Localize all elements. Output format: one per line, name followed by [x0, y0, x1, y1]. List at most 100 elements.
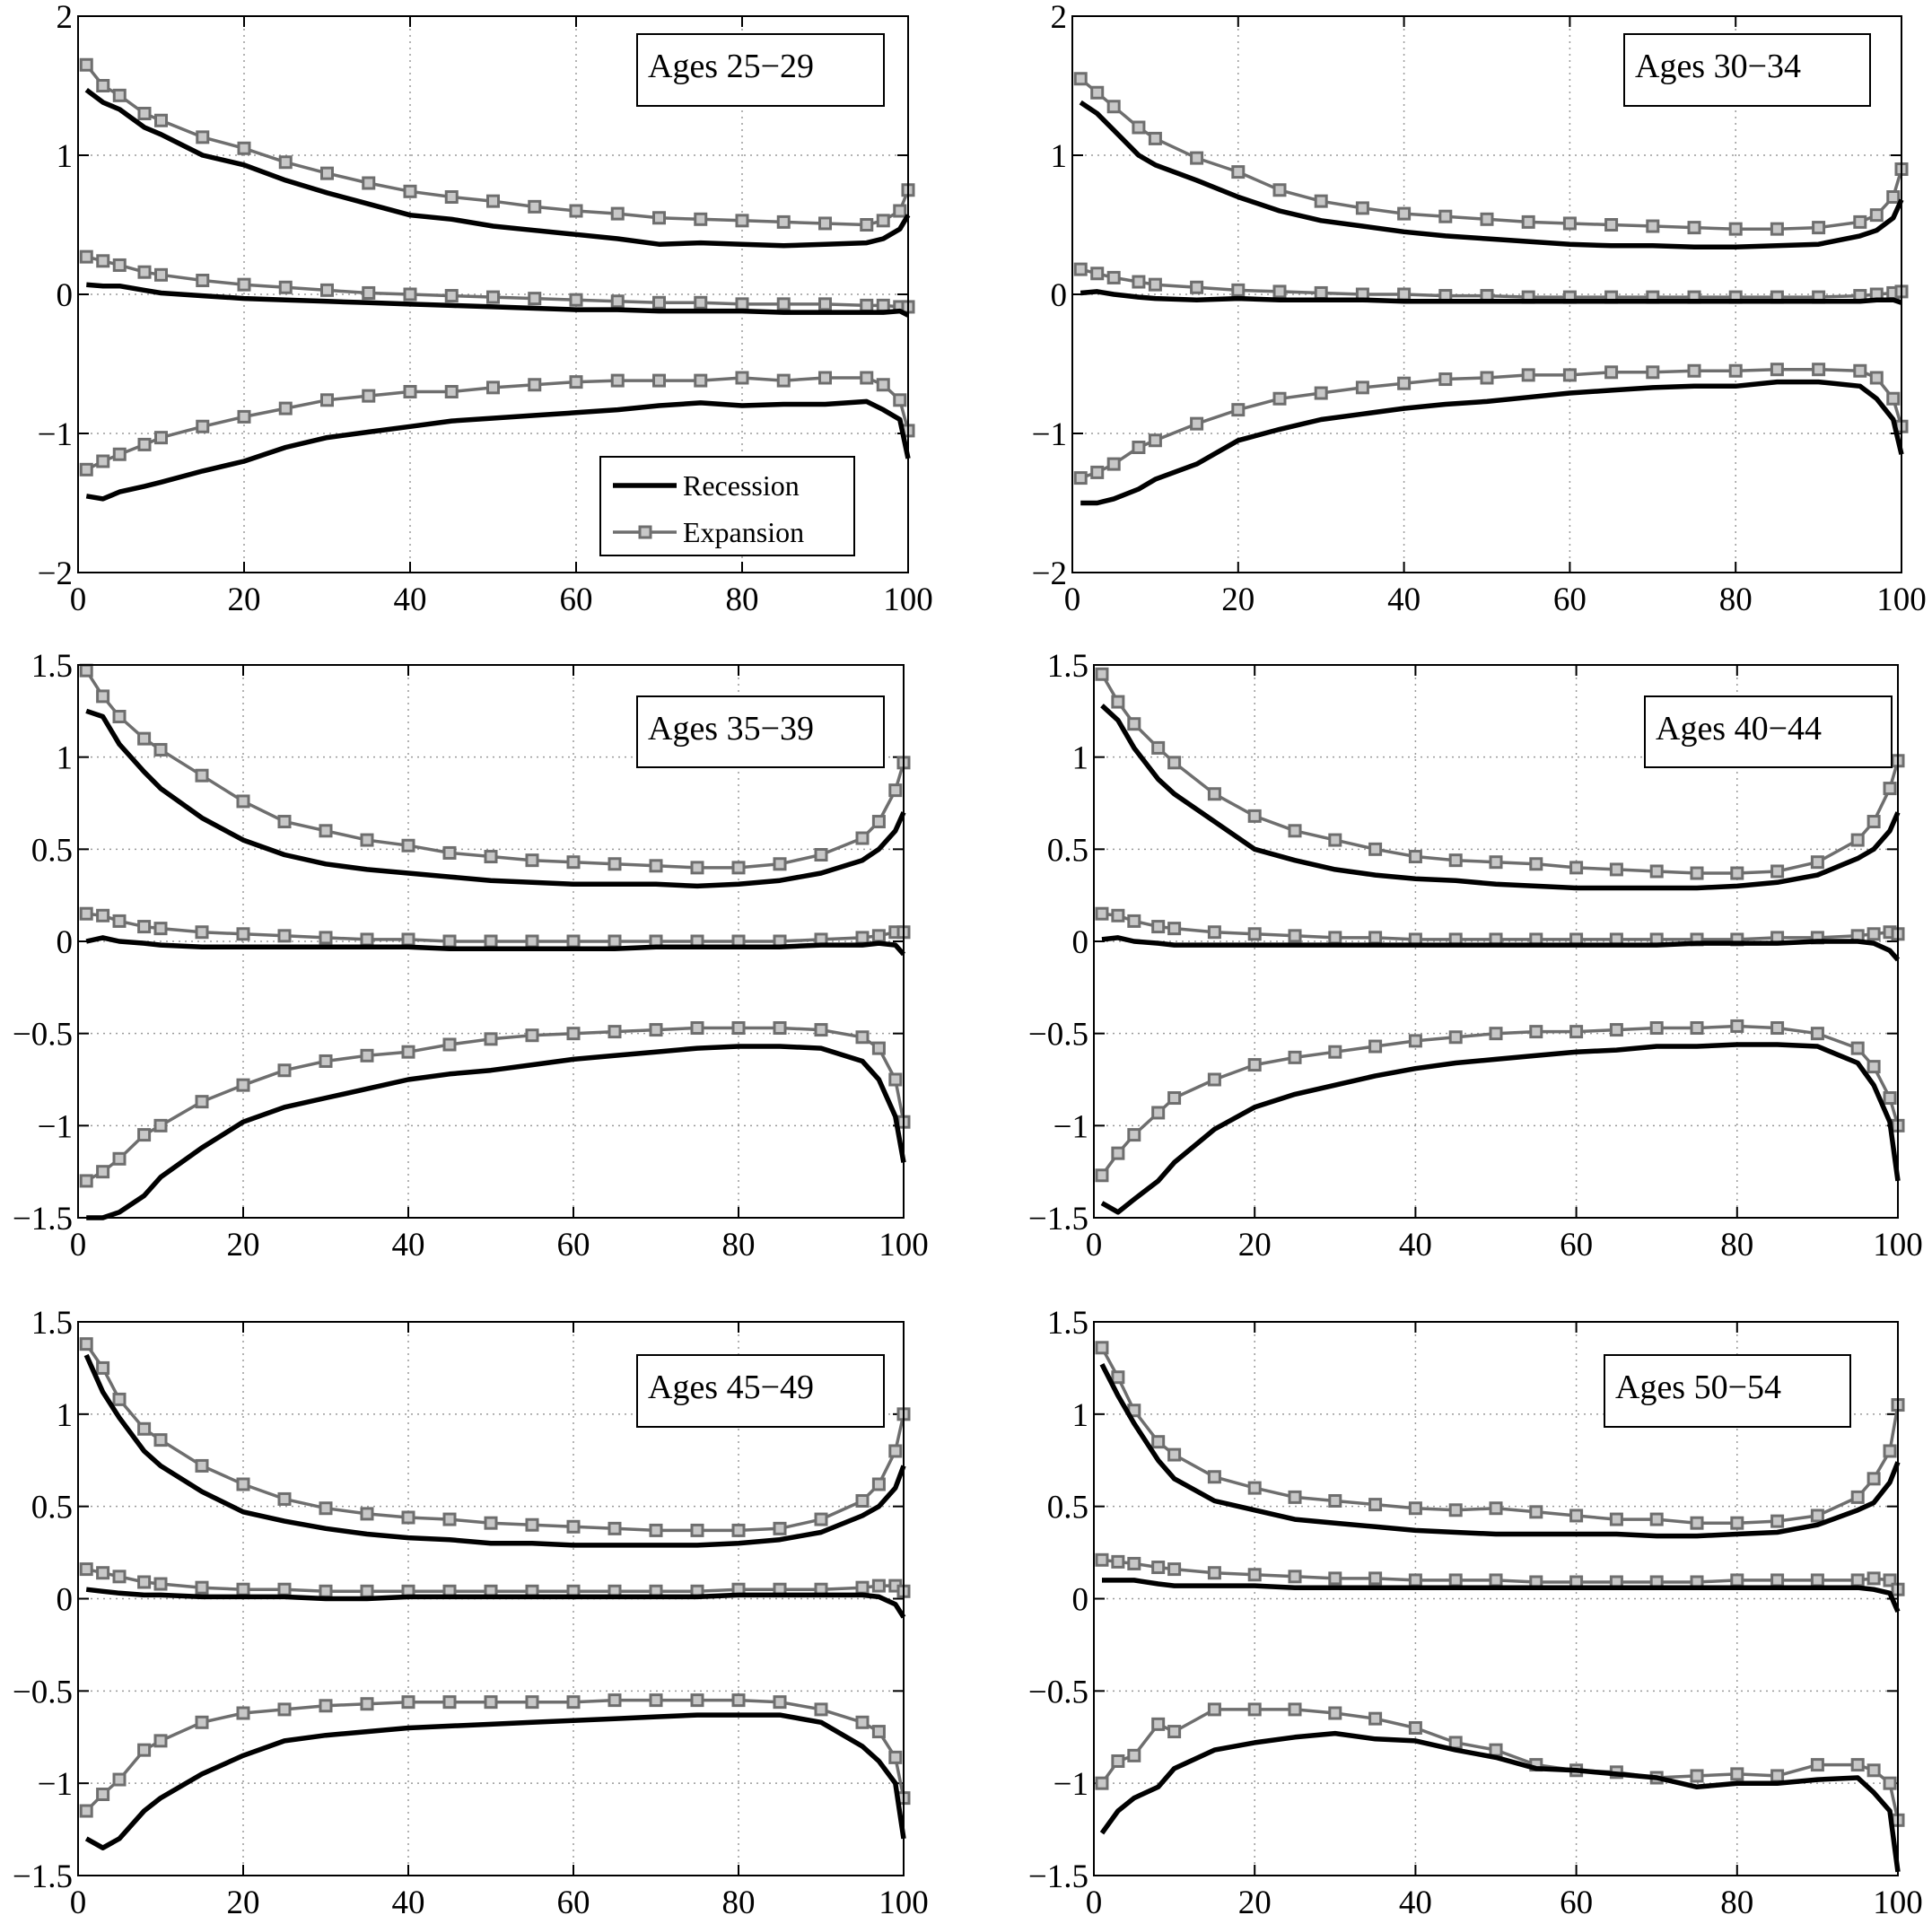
- expansion-marker: [79, 462, 93, 477]
- expansion-marker: [112, 258, 127, 272]
- y-tick-label: 0.5: [1047, 1490, 1088, 1526]
- expansion-marker: [277, 929, 292, 943]
- expansion-marker: [236, 1078, 250, 1092]
- expansion-marker: [96, 1165, 110, 1179]
- expansion-marker: [735, 214, 749, 228]
- expansion-marker: [137, 437, 152, 451]
- expansion-marker: [154, 113, 168, 127]
- expansion-marker: [1448, 1030, 1463, 1045]
- expansion-marker: [1604, 365, 1619, 380]
- x-tick-label: 0: [70, 1227, 87, 1264]
- recession-series: [84, 1712, 906, 1850]
- expansion-marker: [1448, 1573, 1463, 1587]
- expansion-marker: [236, 1706, 250, 1720]
- x-tick-label: 60: [1553, 582, 1587, 618]
- expansion-marker: [855, 1580, 870, 1595]
- expansion-marker: [1480, 212, 1494, 226]
- expansion-marker: [1886, 391, 1901, 406]
- x-tick-label: 40: [1399, 1227, 1432, 1264]
- expansion-marker: [525, 1028, 539, 1043]
- expansion-marker: [1368, 931, 1383, 945]
- expansion-marker: [776, 297, 791, 311]
- expansion-marker: [860, 371, 874, 385]
- expansion-marker: [137, 265, 152, 279]
- expansion-marker: [855, 1493, 870, 1508]
- expansion-marker: [1368, 1498, 1383, 1512]
- expansion-marker: [96, 1566, 110, 1580]
- expansion-marker: [360, 1048, 374, 1063]
- x-tick-label: 60: [1560, 1227, 1593, 1264]
- x-tick-label: 20: [228, 582, 261, 618]
- expansion-marker: [360, 833, 374, 847]
- expansion-marker: [137, 920, 152, 934]
- expansion-marker: [1866, 1571, 1881, 1586]
- y-tick-label: −1.5: [1028, 1858, 1088, 1895]
- expansion-line: [85, 1026, 905, 1183]
- y-tick-label: −0.5: [1028, 1017, 1088, 1054]
- expansion-marker: [1127, 914, 1141, 928]
- expansion-marker: [1148, 433, 1162, 448]
- expansion-marker: [1397, 376, 1412, 390]
- expansion-marker: [1690, 1021, 1704, 1036]
- expansion-marker: [855, 831, 870, 845]
- expansion-marker: [1095, 1168, 1109, 1183]
- expansion-marker: [195, 768, 209, 783]
- y-tick-label: 1.5: [31, 648, 73, 685]
- expansion-series: [1095, 1019, 1905, 1183]
- expansion-marker: [137, 1128, 152, 1142]
- y-tick-label: 0.5: [31, 832, 73, 869]
- x-tick-label: 100: [879, 1227, 929, 1264]
- expansion-marker: [1883, 1776, 1897, 1790]
- expansion-marker: [484, 850, 498, 864]
- expansion-marker: [871, 1477, 886, 1491]
- y-tick-label: −1: [1053, 1108, 1088, 1145]
- expansion-marker: [776, 214, 791, 229]
- x-tick-label: 0: [1086, 1885, 1103, 1921]
- expansion-marker: [1438, 209, 1453, 223]
- axes-frame: [77, 664, 905, 1219]
- recession-series: [1100, 704, 1901, 891]
- expansion-marker: [652, 373, 666, 388]
- axes-frame: [1093, 664, 1899, 1219]
- subplot-title: Ages 40−44: [1656, 710, 1822, 748]
- y-tick-label: 0: [57, 1582, 74, 1619]
- expansion-marker: [1810, 1027, 1824, 1041]
- subplot-4: 0 20 40 60 80 100 −1.5 −1 −0.5 0 0.5 1 1.5 Ages 40−44: [1028, 648, 1923, 1264]
- expansion-marker: [1288, 1570, 1302, 1584]
- x-tick-label: 100: [1873, 1885, 1923, 1921]
- y-tick-label: −2: [38, 555, 73, 592]
- expansion-marker: [362, 176, 376, 190]
- expansion-marker: [196, 274, 210, 287]
- expansion-marker: [1529, 1505, 1543, 1519]
- expansion-marker: [694, 295, 708, 310]
- y-tick-label: −2: [1032, 555, 1067, 592]
- expansion-marker: [360, 1507, 374, 1521]
- expansion-marker: [1247, 1568, 1262, 1582]
- expansion-marker: [1690, 1516, 1704, 1530]
- expansion-marker: [96, 454, 110, 468]
- expansion-marker: [1132, 441, 1146, 454]
- expansion-marker: [776, 373, 791, 388]
- expansion-marker: [1687, 363, 1701, 378]
- expansion-marker: [79, 1804, 93, 1818]
- expansion-marker: [569, 204, 583, 218]
- x-tick-label: 80: [722, 1885, 756, 1921]
- expansion-marker: [195, 1715, 209, 1729]
- expansion-marker: [1368, 1711, 1383, 1726]
- expansion-marker: [1090, 267, 1105, 281]
- expansion-marker: [1521, 368, 1535, 382]
- recession-series: [83, 1353, 906, 1548]
- expansion-marker: [1151, 1106, 1166, 1120]
- axes-frame: [1093, 1321, 1899, 1876]
- recession-line: [83, 1353, 906, 1548]
- x-tick-label: 20: [227, 1227, 260, 1264]
- y-tick-label: 0.5: [31, 1490, 73, 1526]
- expansion-marker: [731, 1021, 746, 1036]
- expansion-marker: [1438, 372, 1453, 387]
- expansion-marker: [1288, 1702, 1302, 1717]
- expansion-marker: [112, 1772, 127, 1787]
- expansion-marker: [195, 1095, 209, 1109]
- expansion-marker: [731, 861, 746, 875]
- expansion-marker: [1127, 717, 1141, 731]
- x-tick-label: 0: [70, 1885, 87, 1921]
